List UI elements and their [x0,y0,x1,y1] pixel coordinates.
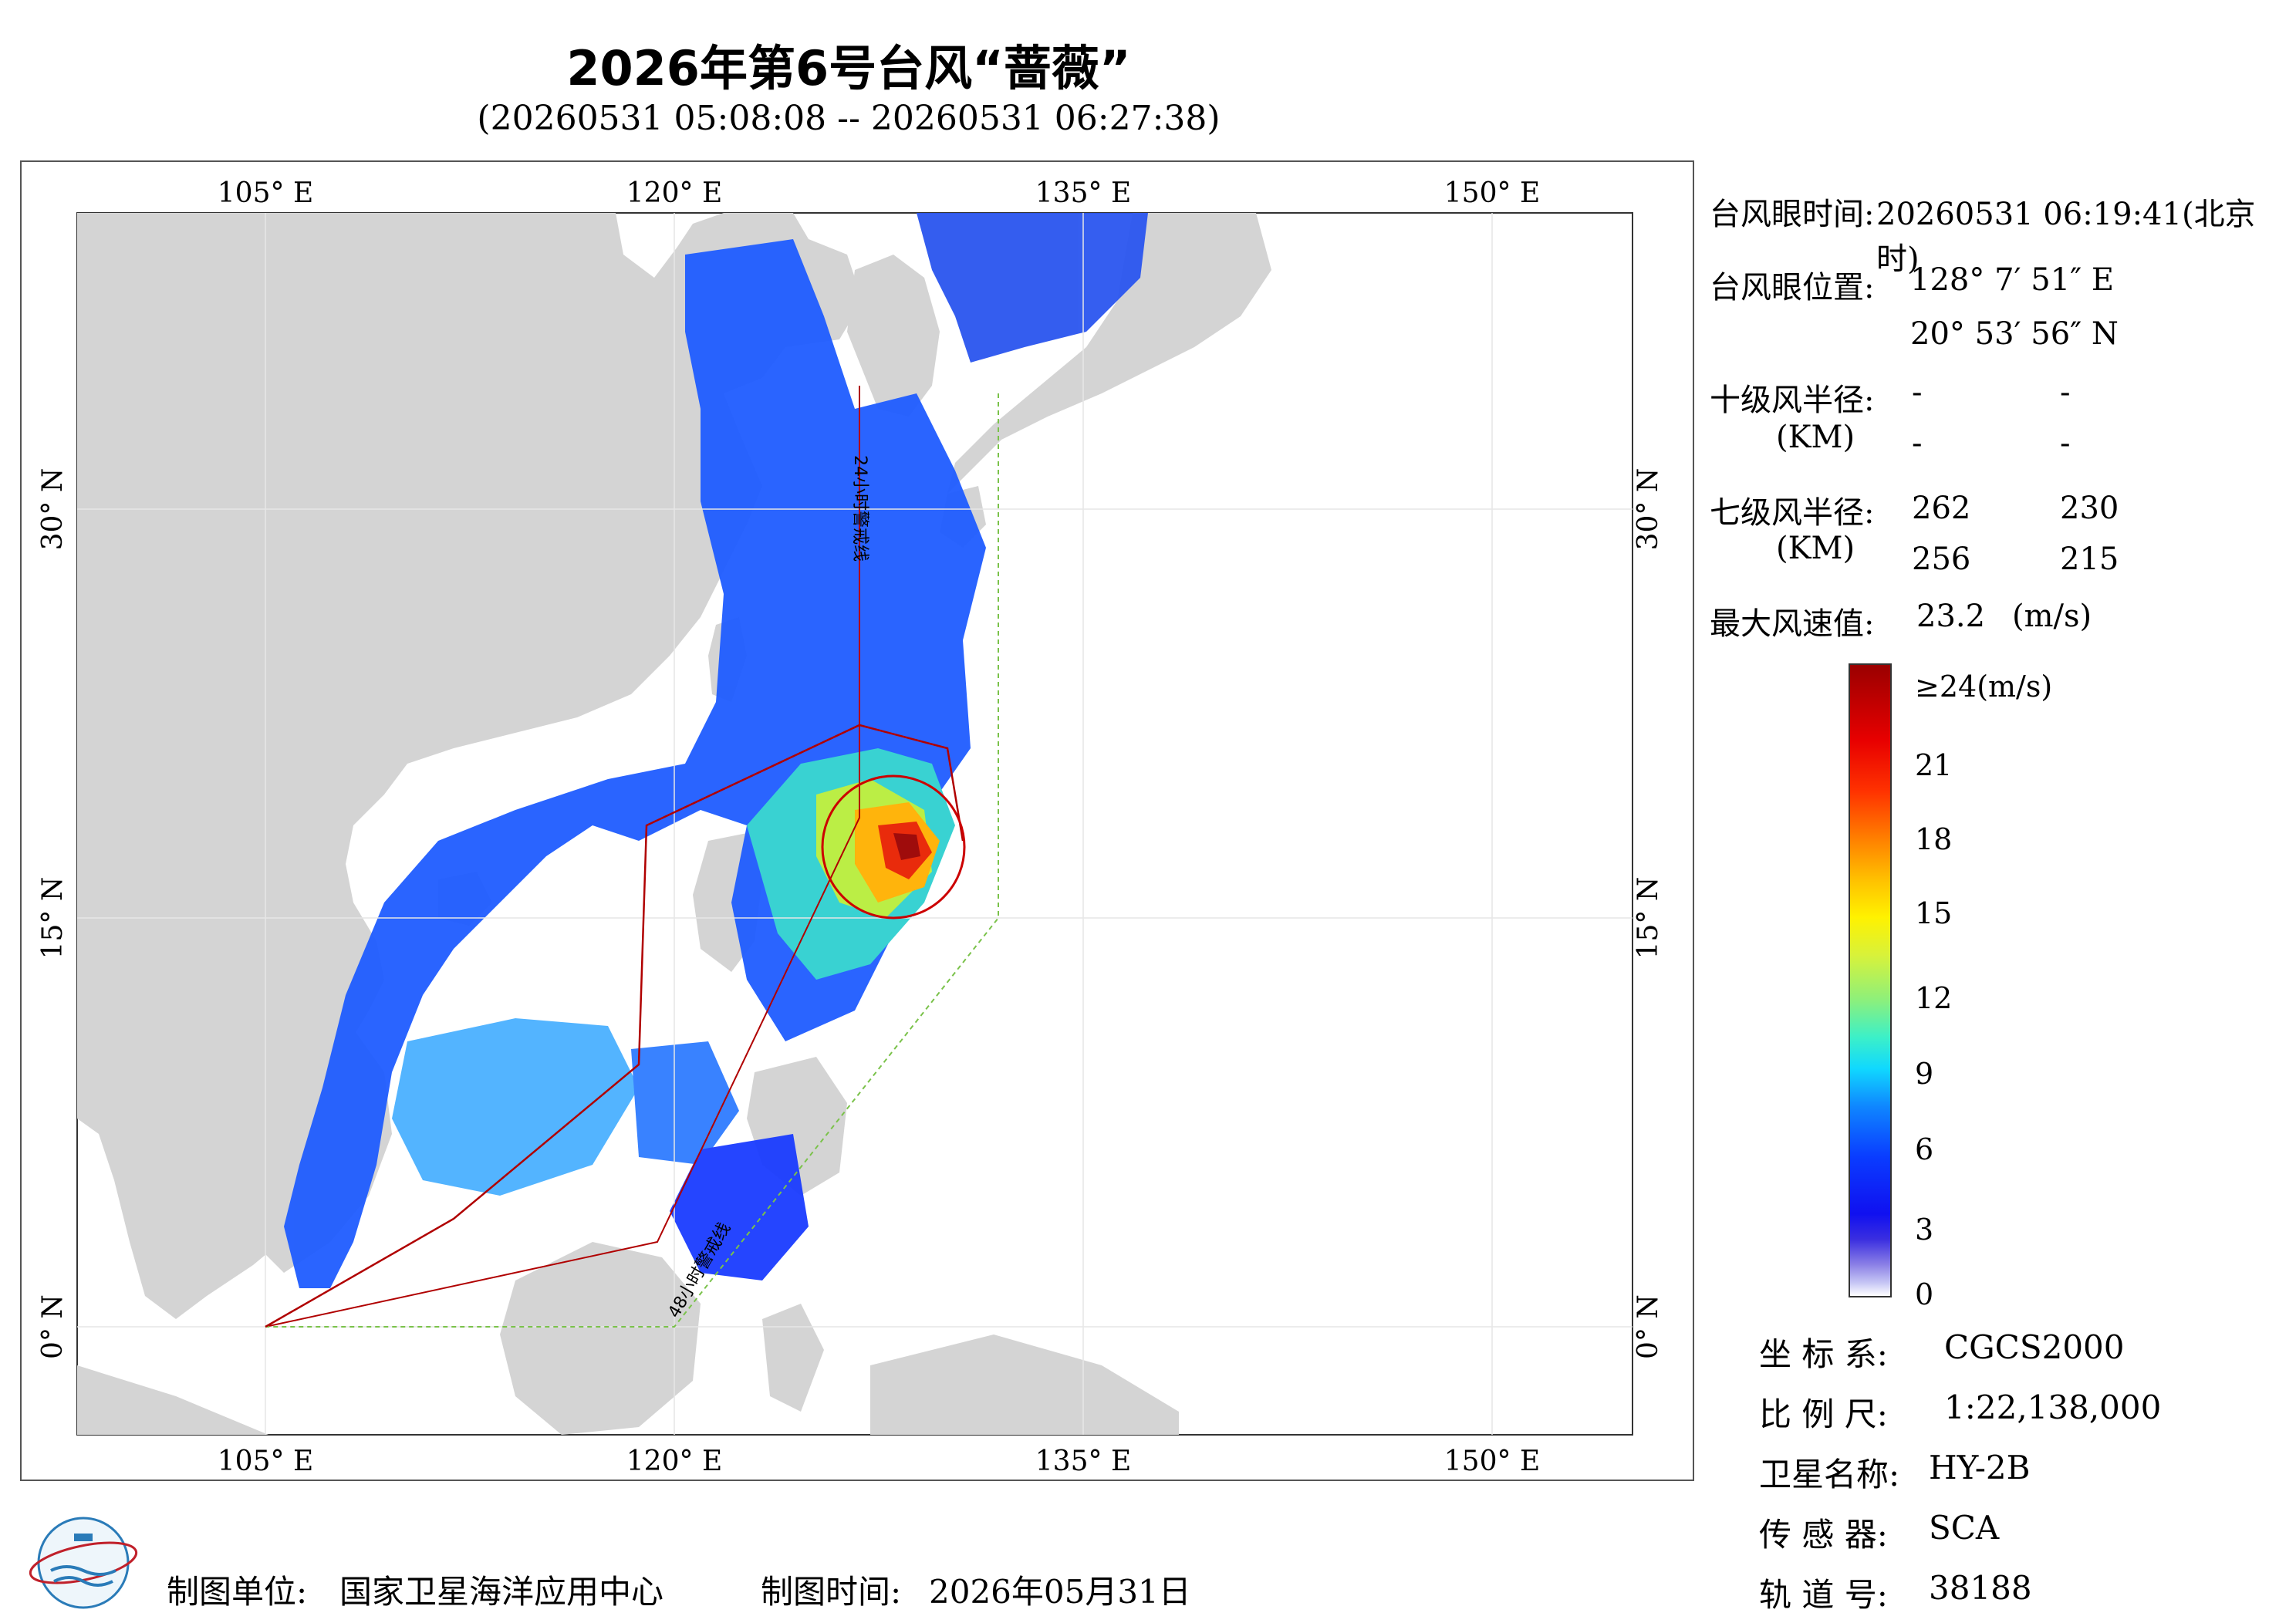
wind-map: 24小时警戒线 48小时警戒线 105° E 120° E 135° E 150… [37,177,1664,1477]
lon-tick-top: 120° E [626,177,722,209]
axis-labels: 105° E 120° E 135° E 150° E 105° E 120° … [37,177,1664,1477]
r10-value: - [2060,375,2071,410]
warning-lines [265,386,999,1328]
footer-time-label: 制图时间: [761,1573,902,1611]
r10-value: - [2060,426,2071,461]
r7-label: 七级风半径: [1710,495,1875,531]
sulawesi [762,1304,824,1412]
warning-line-24h [265,386,860,1328]
orbit-value: 38188 [1929,1569,2032,1607]
lon-tick-top: 150° E [1444,177,1540,209]
sensor-value: SCA [1929,1509,2000,1547]
r10-value: - [1912,375,1923,410]
legend-tick: 18 [1915,822,1953,856]
satellite-value: HY-2B [1929,1449,2031,1486]
lon-tick-top: 135° E [1035,177,1131,209]
wind-radius-circle [821,774,966,919]
crs-label: 坐 标 系: [1759,1335,1888,1373]
legend-tick: 9 [1915,1057,1934,1091]
lon-tick-top: 105° E [218,177,313,209]
r10-unit: (KM) [1776,420,1855,455]
max-wind-value: 23.2 [1916,599,1986,634]
lon-tick-bottom: 105° E [218,1446,313,1477]
korea-peninsula [847,255,940,417]
map-frame: 24小时警戒线 48小时警戒线 105° E 120° E 135° E 150… [20,160,1694,1481]
r7-value: 262 [1912,491,1971,526]
warning-line-48h [265,393,999,1328]
footer-time-value: 2026年05月31日 [929,1573,1191,1611]
lon-tick-bottom: 135° E [1035,1446,1131,1477]
eye-longitude: 128° 7′ 51″ E [1910,262,2115,298]
new-guinea [870,1335,1179,1435]
footer-unit-value: 国家卫星海洋应用中心 [339,1573,664,1611]
lat-tick-right: 0° N [1633,1294,1664,1359]
lat-tick-left: 30° N [37,468,69,551]
map-subtitle: (20260531 05:08:08 -- 20260531 06:27:38) [477,99,1221,138]
crs-value: CGCS2000 [1944,1328,2125,1366]
lat-tick-right: 15° N [1633,877,1664,960]
nsoas-logo [29,1517,138,1609]
japan-honshu [947,213,1271,494]
eye-position-label: 台风眼位置: [1710,270,1875,305]
r7-value: 256 [1912,542,1971,577]
r7-unit: (KM) [1776,531,1855,566]
typhoon-track [265,724,964,1328]
lat-tick-left: 15° N [37,877,69,960]
max-wind-unit: (m/s) [2012,599,2092,634]
r10-value: - [1912,426,1923,461]
legend-tick: 21 [1915,748,1953,782]
legend-tick: 15 [1915,896,1953,930]
legend-tick: 0 [1915,1277,1934,1311]
eye-time-label: 台风眼时间: [1710,197,1875,232]
sensor-label: 传 感 器: [1759,1516,1888,1554]
eye-latitude: 20° 53′ 56″ N [1910,316,2119,352]
r7-value: 230 [2060,491,2119,526]
r10-label: 十级风半径: [1710,383,1875,418]
legend-tick: 3 [1915,1213,1934,1247]
orbit-label: 轨 道 号: [1759,1576,1888,1614]
legend-tick: 12 [1915,981,1953,1015]
warning-24h-label: 24小时警戒线 [850,455,869,562]
lon-tick-bottom: 120° E [626,1446,722,1477]
eye-time-value: 20260531 06:19:41(北京时) [1876,197,2256,277]
legend-tick: 6 [1915,1132,1934,1166]
r7-value: 215 [2060,542,2119,577]
lat-tick-right: 30° N [1633,468,1664,551]
sumatra-java [77,1365,268,1435]
max-wind-label: 最大风速值: [1710,606,1875,642]
scale-label: 比 例 尺: [1759,1395,1888,1433]
satellite-label: 卫星名称: [1759,1456,1900,1493]
scale-value: 1:22,138,000 [1944,1388,2162,1426]
wind-swaths [284,213,1148,1288]
map-title: 2026年第6号台风“蔷薇” [566,40,1131,96]
lon-tick-bottom: 150° E [1444,1446,1540,1477]
borneo [500,1242,701,1435]
footer-unit-label: 制图单位: [167,1573,308,1611]
legend-top-label: ≥24(m/s) [1915,670,2053,704]
wind-speed-colorbar [1849,663,1892,1297]
lat-tick-left: 0° N [37,1294,69,1359]
